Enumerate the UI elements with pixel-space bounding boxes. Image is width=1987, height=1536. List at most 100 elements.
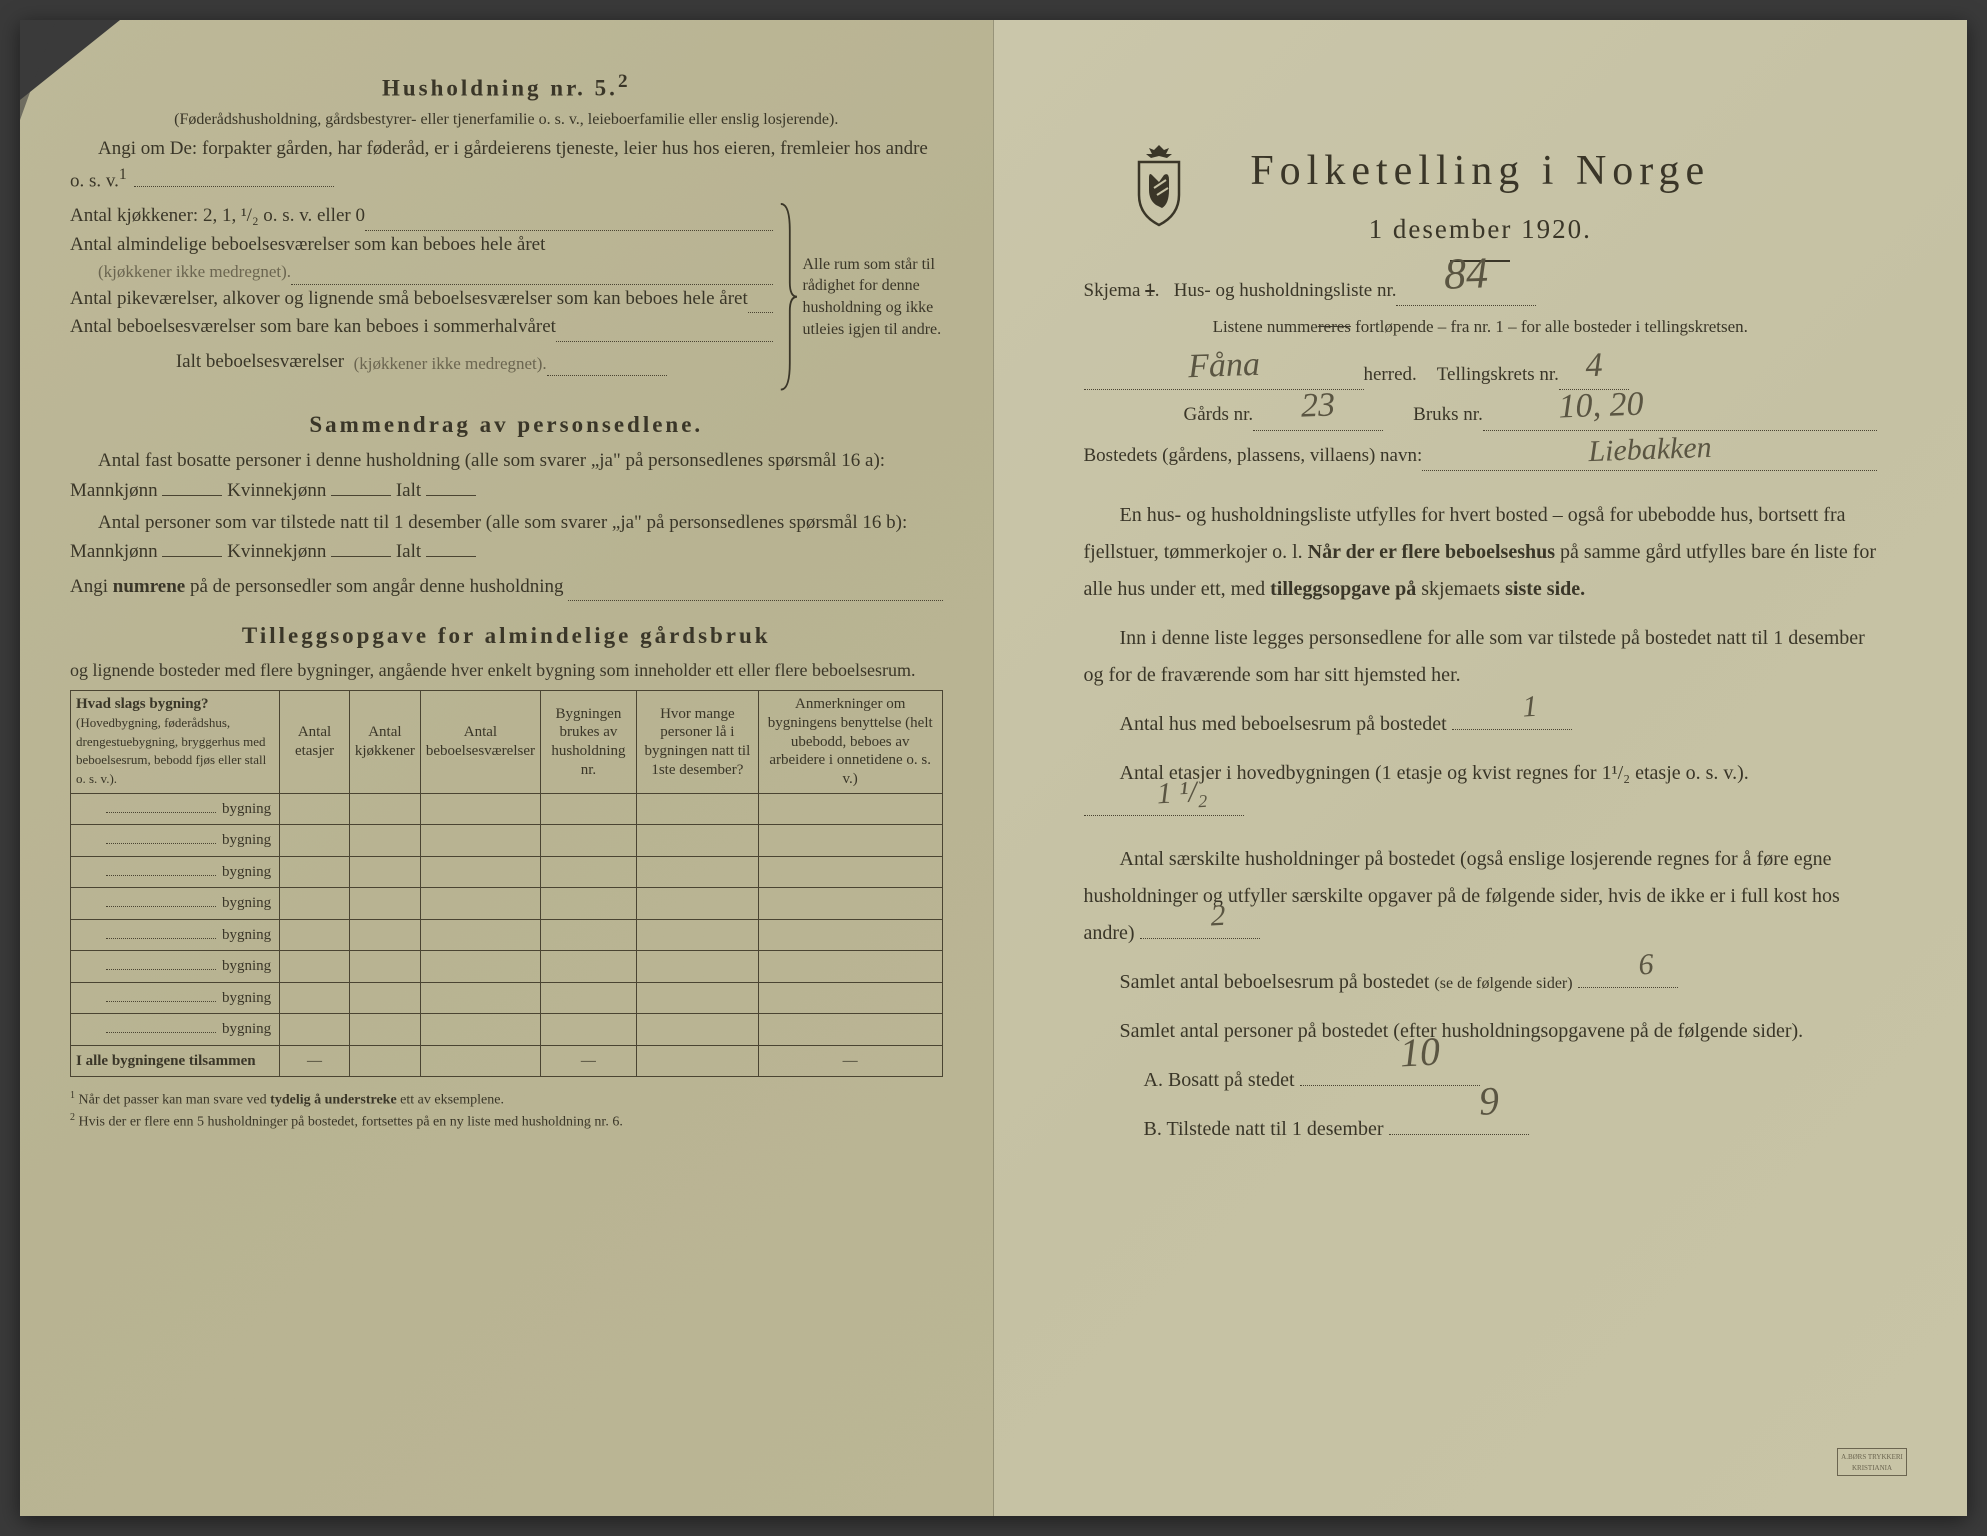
hus-liste-field: 84 [1396, 282, 1536, 306]
q1: Antal hus med beboelsesrum på bostedet 1 [1084, 706, 1878, 743]
bygning-label: bygning [222, 958, 271, 974]
q3-value: 2 [1173, 887, 1227, 945]
curly-brace-icon [779, 202, 797, 392]
instruction-p1: En hus- og husholdningsliste utfylles fo… [1084, 497, 1878, 608]
blank [106, 843, 216, 844]
th6: Hvor mange personer lå i bygningen natt … [636, 691, 758, 794]
footnotes: 1 Når det passer kan man svare ved tydel… [70, 1089, 943, 1132]
ialt-line: Ialt beboelsesværelser [176, 348, 344, 377]
bosted-label: Bostedets (gårdens, plassens, villaens) … [1084, 441, 1423, 471]
gards-field: 23 [1253, 407, 1383, 431]
hus-liste-value: 84 [1443, 238, 1489, 310]
sam-p1: Antal fast bosatte personer i denne hush… [70, 446, 943, 505]
p1-bold2: tilleggsopgave på [1270, 578, 1416, 600]
footnote-1: 1 Når det passer kan man svare ved tydel… [70, 1089, 943, 1111]
blank [106, 1032, 216, 1033]
blank [106, 812, 216, 813]
bygning-label: bygning [222, 1021, 271, 1037]
brace-right-text: Alle rum som står til rådighet for denne… [803, 202, 943, 392]
angi-num: Angi numrene på de personsedler som angå… [70, 573, 564, 602]
gards-value: 23 [1300, 379, 1336, 435]
angi-sup: 1 [119, 166, 127, 183]
angi-num-row: Angi numrene på de personsedler som angå… [70, 573, 943, 602]
table-row: bygning [71, 825, 943, 857]
bygning-label: bygning [222, 927, 271, 943]
table-header-row: Hvad slags bygning? (Hovedbygning, føder… [71, 691, 943, 794]
hus-liste-label: Hus- og husholdningsliste nr. [1174, 276, 1397, 306]
husholdning-title: Husholdning nr. 5.2 [70, 68, 943, 106]
dotted-fill [547, 375, 667, 376]
q1-field: 1 [1452, 729, 1572, 730]
brace-left-content: Antal kjøkkener: 2, 1, ¹/₂ o. s. v. elle… [70, 202, 773, 392]
bygning-label: bygning [222, 990, 271, 1006]
table-total-row: I alle bygningene tilsammen——— [71, 1045, 943, 1077]
angi-text: Angi om De: forpakter gården, har føderå… [70, 138, 928, 192]
q2-value: 1 ¹/₂ [1119, 763, 1208, 823]
blank [106, 875, 216, 876]
th5: Bygningen brukes av husholdning nr. [541, 691, 637, 794]
building-table: Hvad slags bygning? (Hovedbygning, føder… [70, 690, 943, 1077]
fn1-text: Når det passer kan man svare ved tydelig… [79, 1093, 504, 1108]
herred-value: Fåna [1187, 338, 1261, 395]
bygning-label: bygning [222, 864, 271, 880]
th1: Hvad slags bygning? (Hovedbygning, føder… [71, 691, 280, 794]
table-row: bygning [71, 888, 943, 920]
p1-bold3: siste side. [1505, 578, 1585, 600]
q3-field: 2 [1140, 938, 1260, 939]
kjokken-line: Antal kjøkkener: 2, 1, ¹/₂ o. s. v. elle… [70, 202, 365, 231]
bygning-label: bygning [222, 801, 271, 817]
th4: Antal beboelsesværelser [420, 691, 540, 794]
tellingskrets-label: Tellingskrets nr. [1437, 360, 1559, 390]
sam-ialt: Ialt [396, 480, 421, 501]
q4-field: 6 [1578, 987, 1678, 988]
sam-p2-text: Antal personer som var tilstede natt til… [70, 512, 907, 562]
brace1: Antal almindelige beboelsesværelser som … [70, 231, 545, 260]
q5: Samlet antal personer på bostedet (efter… [1084, 1013, 1878, 1050]
th3: Antal kjøkkener [349, 691, 420, 794]
sam-kv: Kvinnekjønn [227, 480, 326, 501]
sam-kv2: Kvinnekjønn [227, 541, 326, 562]
fn2-text: Hvis der er flere enn 5 husholdninger på… [79, 1115, 623, 1130]
angi-paragraph: Angi om De: forpakter gården, har føderå… [70, 134, 943, 196]
qA-text: A. Bosatt på stedet [1144, 1069, 1295, 1091]
bosted-line: Bostedets (gårdens, plassens, villaens) … [1084, 441, 1878, 471]
bygning-label: bygning [222, 832, 271, 848]
p1-cont2: skjemaets [1421, 578, 1500, 600]
table-row: bygning [71, 982, 943, 1014]
gards-label: Gårds nr. [1184, 400, 1254, 430]
q4: Samlet antal beboelsesrum på bostedet (s… [1084, 964, 1878, 1001]
q4-sub: (se de følgende sider) [1434, 975, 1572, 992]
blank [426, 495, 476, 496]
bosted-value: Liebakken [1587, 424, 1712, 476]
qB-text: B. Tilstede natt til 1 desember [1144, 1118, 1384, 1140]
right-page: Folketelling i Norge 1 desember 1920. Sk… [994, 20, 1968, 1516]
table-row: bygning [71, 856, 943, 888]
herred-label: herred. [1364, 360, 1417, 390]
q2: Antal etasjer i hovedbygningen (1 etasje… [1084, 755, 1878, 829]
footnote-2: 2 Hvis der er flere enn 5 husholdninger … [70, 1111, 943, 1133]
brace3: Antal beboelsesværelser som bare kan beb… [70, 313, 556, 342]
skjema-line: Skjema 1. Hus- og husholdningsliste nr. … [1084, 276, 1878, 306]
left-page: Husholdning nr. 5.2 (Føderådshusholdning… [20, 20, 994, 1516]
th1-sub: (Hovedbygning, føderådshus, drengestueby… [76, 715, 266, 786]
q1-text: Antal hus med beboelsesrum på bostedet [1120, 713, 1447, 735]
q2-text: Antal etasjer i hovedbygningen (1 etasje… [1120, 762, 1749, 784]
ialt-gray: (kjøkkener ikke medregnet). [354, 351, 547, 377]
qB-value: 9 [1417, 1064, 1501, 1142]
blank [331, 556, 391, 557]
bruks-label: Bruks nr. [1413, 400, 1483, 430]
blank [162, 495, 222, 496]
instruction-p2: Inn i denne liste legges personsedlene f… [1084, 620, 1878, 694]
printer-stamp: A.BØRS TRYKKERIKRISTIANIA [1837, 1448, 1907, 1476]
blank [426, 556, 476, 557]
sub-note: (Føderådshusholdning, gårdsbestyrer- ell… [70, 110, 943, 131]
th7: Anmerkninger om bygningens benyttelse (h… [758, 691, 942, 794]
table-body: bygning bygning bygning bygning bygning … [71, 793, 943, 1077]
brace1-gray: (kjøkkener ikke medregnet). [98, 259, 291, 285]
blank [331, 495, 391, 496]
angi-blank [134, 186, 334, 187]
table-row: bygning [71, 951, 943, 983]
sam-p2: Antal personer som var tilstede natt til… [70, 508, 943, 567]
bosted-field: Liebakken [1422, 447, 1877, 471]
skjema-label: Skjema 1. [1084, 276, 1174, 306]
